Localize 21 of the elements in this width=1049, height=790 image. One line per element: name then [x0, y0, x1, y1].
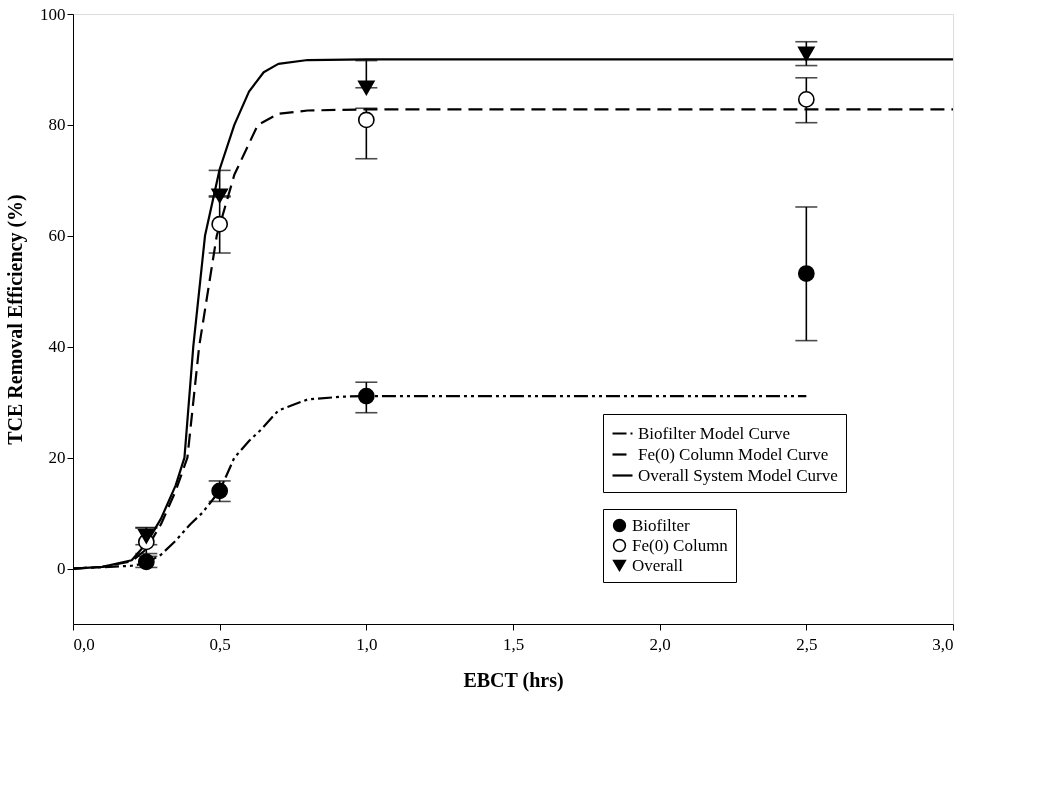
y-tick-label: 60 — [48, 226, 66, 246]
legend-label: Overall System Model Curve — [638, 465, 838, 485]
x-tick-label: 2,5 — [796, 634, 818, 654]
x-tick-label: 3,0 — [932, 634, 954, 654]
x-tick-label: 1,5 — [502, 634, 525, 654]
y-tick-label: 80 — [48, 115, 66, 135]
y-tick-label: 40 — [48, 337, 66, 357]
legend-label: Overall — [632, 555, 684, 575]
x-tick-label: 0,5 — [209, 634, 231, 654]
y-tick-label: 0 — [57, 559, 66, 579]
x-tick-label: 2,0 — [649, 634, 671, 654]
legend-label: Fe(0) Column — [632, 535, 729, 555]
legend-label: Biofilter — [632, 515, 690, 535]
y-tick-label: 100 — [40, 4, 66, 24]
legend-label: Fe(0) Column Model Curve — [638, 444, 829, 464]
x-tick-label: 1,0 — [356, 634, 378, 654]
x-axis-title: EBCT (hrs) — [463, 668, 564, 692]
y-tick-label: 20 — [48, 448, 66, 468]
y-axis-title: TCE Removal Efficiency (%) — [4, 194, 27, 445]
x-tick-label: 0,0 — [73, 634, 95, 654]
legend-label: Biofilter Model Curve — [638, 423, 791, 443]
